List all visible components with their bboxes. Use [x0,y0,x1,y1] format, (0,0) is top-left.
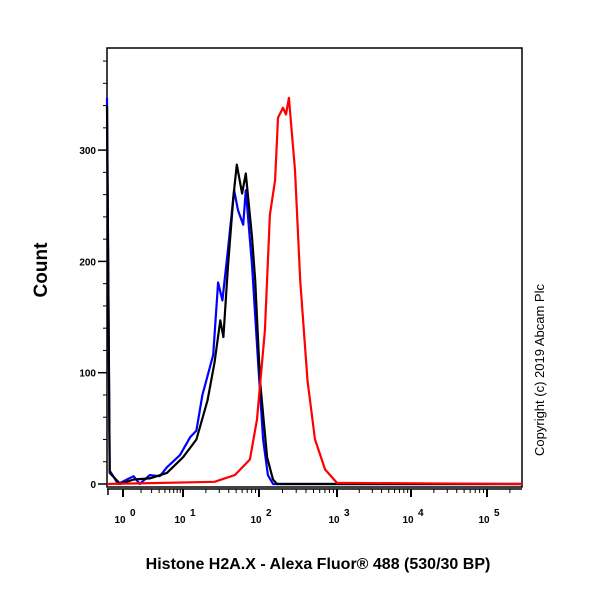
x-tick-label: 10 [328,515,340,526]
series-group [105,96,523,486]
x-tick-exponent: 0 [130,508,136,519]
x-tick-exponent: 2 [266,508,272,519]
y-tick-label: 200 [79,257,96,268]
plot-frame [106,47,523,488]
x-tick-exponent: 1 [190,508,196,519]
series-line-2 [106,96,523,486]
y-tick-label: 0 [90,480,96,491]
x-tick-exponent: 3 [344,508,350,519]
series-line-1 [105,105,522,486]
x-tick-label: 10 [250,515,262,526]
series-line-0 [105,97,522,486]
y-axis-label: Count [31,242,52,298]
x-tick-label: 10 [478,515,490,526]
x-tick-label: 10 [402,515,414,526]
y-tick-label: 100 [79,369,96,380]
x-tick-label: 10 [114,515,126,526]
x-tick-exponent: 4 [418,508,424,519]
x-tick-label: 10 [174,515,186,526]
y-tick-label: 300 [79,146,96,157]
x-axis-label: Histone H2A.X - Alexa Fluor® 488 (530/30… [146,556,491,573]
x-tick-exponent: 5 [494,508,500,519]
copyright-annotation: Copyright (c) 2019 Abcam Plc [532,284,547,456]
